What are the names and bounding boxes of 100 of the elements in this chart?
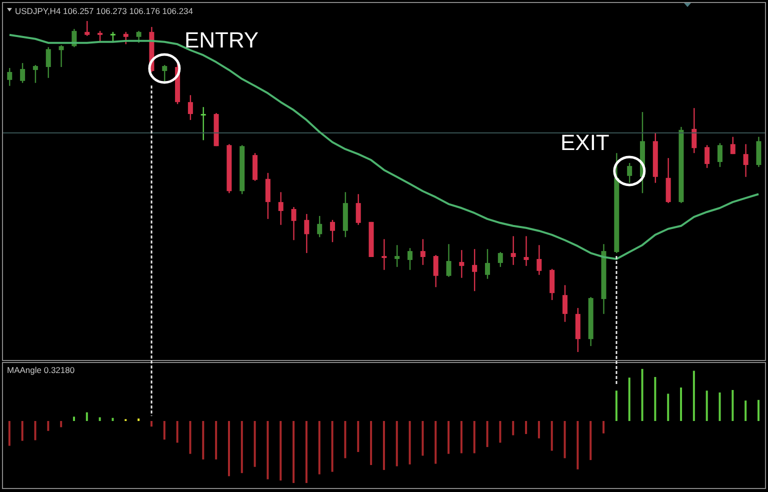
candlestick: [459, 249, 464, 278]
bar: [654, 376, 656, 421]
bar: [434, 421, 437, 464]
annotation: EXIT: [560, 130, 610, 155]
bar: [266, 421, 269, 480]
candlestick: [7, 67, 12, 86]
bar: [150, 421, 152, 427]
bar: [732, 390, 734, 421]
bar: [538, 421, 540, 438]
candlestick: [84, 20, 90, 36]
candlestick: [562, 284, 568, 322]
candlestick: [510, 236, 516, 266]
bar: [280, 421, 282, 481]
candlestick: [394, 244, 400, 268]
candlestick: [162, 64, 168, 84]
bar: [758, 400, 760, 421]
candlestick: [420, 238, 426, 266]
bar: [486, 421, 488, 448]
candlestick: [433, 254, 438, 288]
bar: [706, 390, 708, 421]
bar: [460, 421, 462, 454]
annotation: ENTRY: [184, 28, 259, 52]
candlestick: [756, 136, 762, 168]
candlestick: [278, 192, 284, 226]
chart-title: MAAngle 0.32180: [7, 365, 75, 376]
chart-title: USDJPY,H4 106.257 106.273 106.176 106.234: [15, 6, 194, 17]
candlestick: [136, 30, 142, 44]
candlestick: [304, 213, 310, 254]
bar: [602, 421, 605, 434]
bar: [692, 370, 695, 421]
bar: [8, 421, 10, 446]
bar: [370, 421, 372, 466]
bar: [163, 421, 166, 440]
bar: [73, 416, 75, 421]
candlestick: [730, 136, 736, 155]
candlestick: [32, 64, 38, 84]
candlestick: [550, 268, 555, 301]
bar: [228, 421, 230, 476]
bar: [628, 378, 630, 421]
candlestick: [704, 144, 710, 169]
bar: [112, 418, 114, 421]
bar: [318, 421, 320, 474]
bar: [564, 421, 566, 458]
candlestick: [317, 215, 322, 238]
bar: [60, 421, 62, 428]
bar: [331, 421, 334, 472]
candlestick: [692, 107, 697, 154]
candlestick: [123, 31, 128, 45]
bar: [590, 421, 592, 460]
bar: [667, 394, 670, 421]
candlestick: [536, 244, 542, 276]
bar: [744, 400, 747, 421]
candlestick: [46, 46, 51, 79]
bar: [215, 421, 218, 460]
candlestick: [20, 62, 26, 84]
bar: [512, 421, 514, 436]
bar: [305, 421, 308, 483]
bar: [576, 421, 579, 470]
bar: [189, 421, 192, 454]
candlestick: [330, 219, 336, 243]
bar: [176, 421, 178, 443]
bar: [550, 421, 553, 451]
candlestick: [188, 94, 193, 121]
bar: [98, 417, 101, 421]
bar: [47, 421, 50, 431]
bar: [86, 412, 88, 421]
bar: [641, 368, 644, 421]
bar: [21, 421, 24, 441]
bar: [422, 421, 424, 456]
bar: [254, 421, 256, 467]
candlestick: [408, 247, 413, 271]
candlestick: [382, 238, 387, 271]
bar: [34, 421, 36, 440]
bar: [382, 421, 385, 470]
bar: [408, 421, 411, 464]
candlestick: [743, 144, 748, 178]
candlestick: [110, 31, 116, 42]
bar: [448, 421, 450, 454]
bar: [680, 388, 682, 421]
candlestick: [498, 251, 503, 268]
bar: [499, 421, 502, 443]
bar: [396, 421, 398, 466]
candlestick: [58, 44, 64, 68]
candlestick: [472, 248, 478, 292]
candlestick: [265, 172, 270, 220]
bar: [202, 421, 204, 460]
bar: [718, 392, 721, 421]
candlestick: [627, 162, 632, 184]
bar: [525, 421, 528, 434]
candlestick: [356, 194, 361, 226]
candlestick: [200, 106, 206, 141]
candlestick: [524, 236, 529, 267]
candlestick: [446, 243, 452, 278]
candlestick: [98, 30, 103, 42]
bar: [473, 421, 476, 454]
bar: [357, 421, 360, 452]
bar: [615, 390, 618, 421]
bar: [292, 421, 295, 483]
candlestick: [484, 248, 490, 280]
candlestick: [291, 206, 296, 241]
